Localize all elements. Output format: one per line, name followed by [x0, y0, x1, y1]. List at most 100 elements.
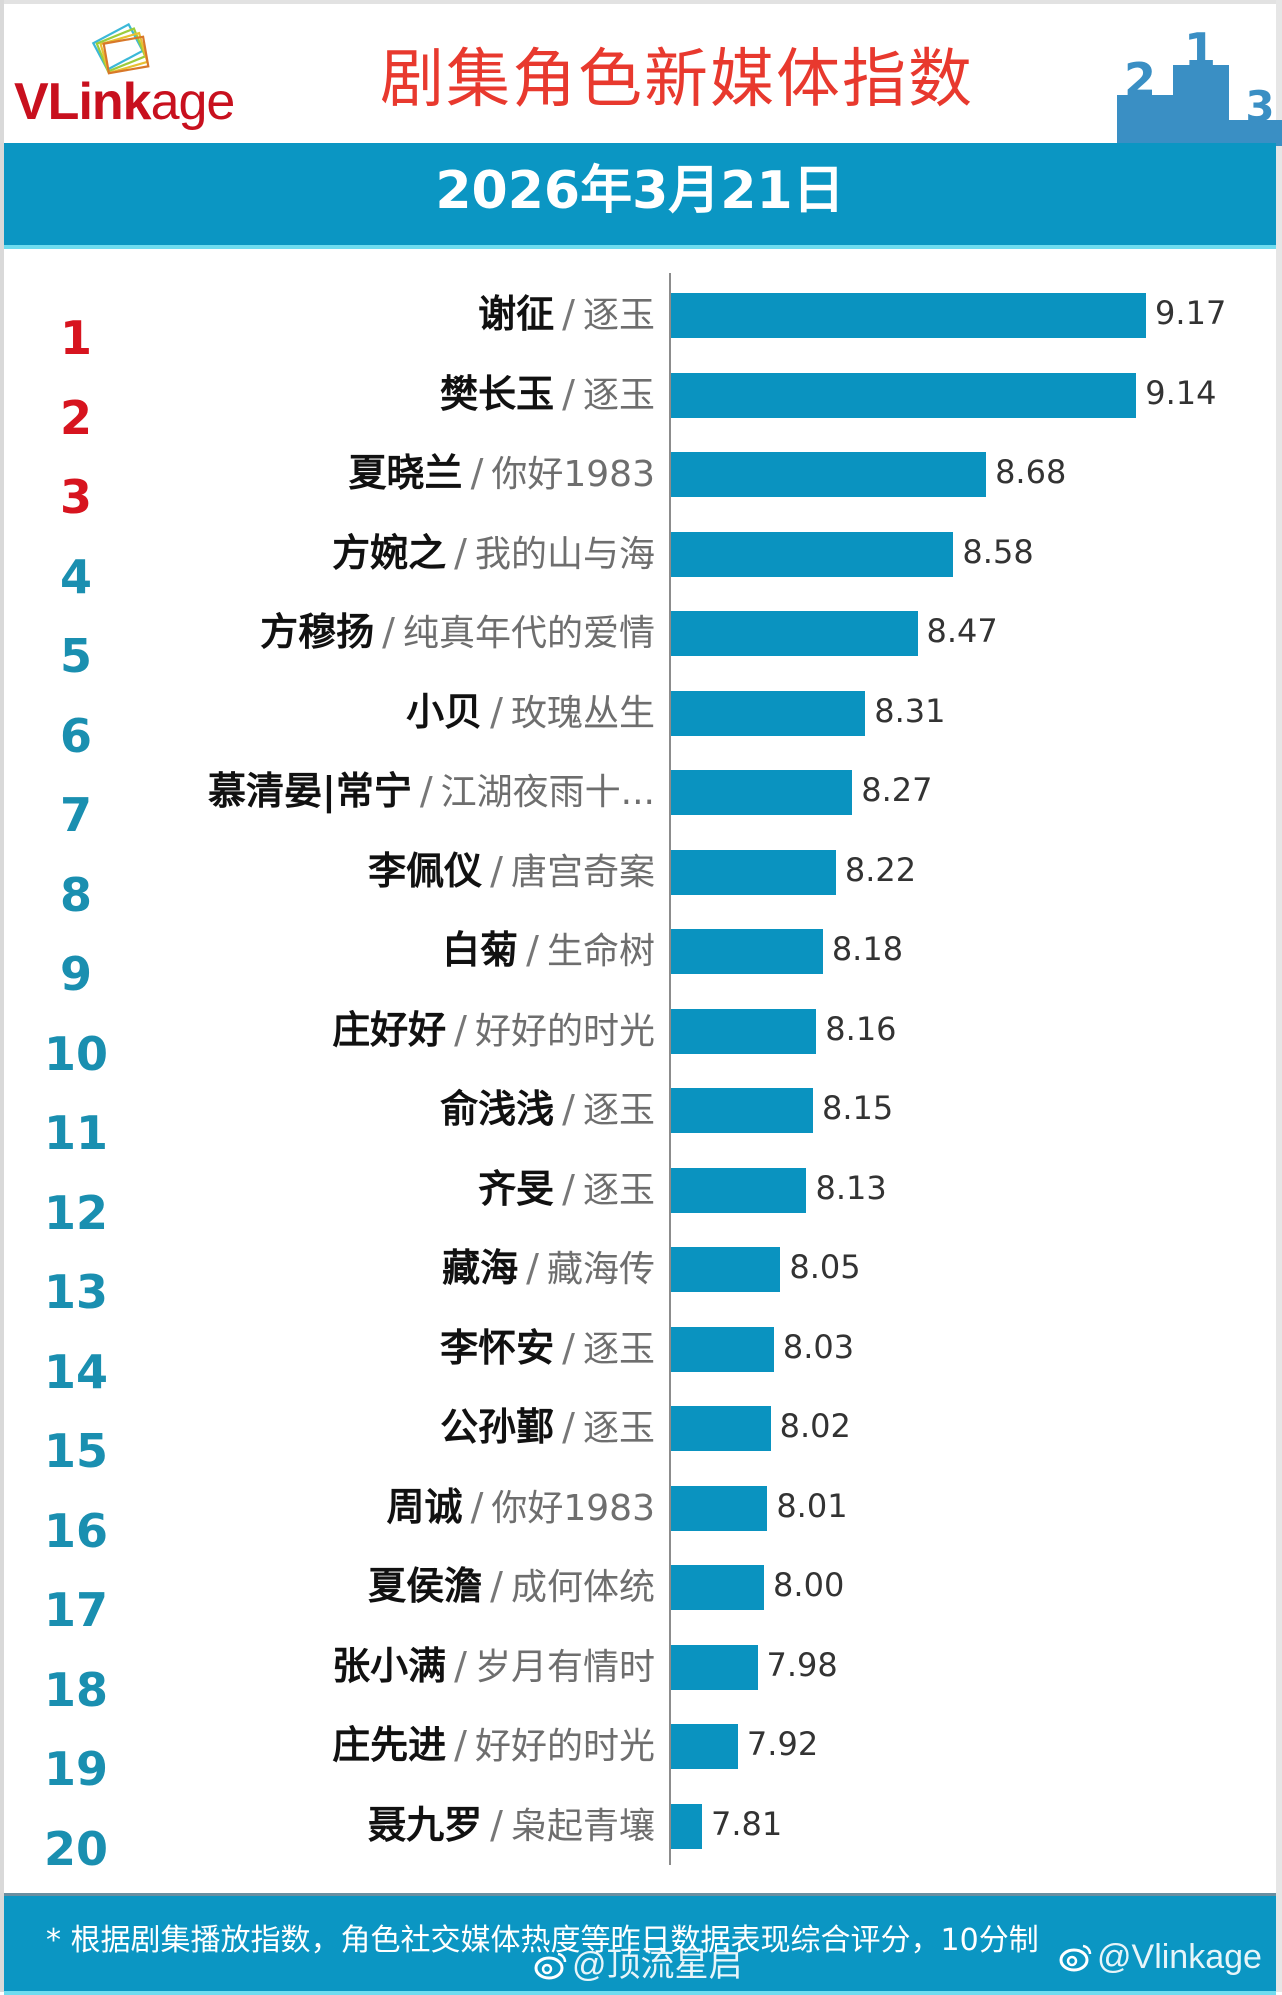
bar-value: 8.47: [926, 612, 998, 650]
watermark-2: @Vlinkage: [1059, 1940, 1262, 1974]
label-separator: /: [470, 1484, 484, 1529]
rank-number: 16: [43, 1503, 108, 1558]
rank-number: 13: [43, 1265, 108, 1319]
label-separator: /: [454, 1007, 467, 1052]
chart-row: 1 谢征 / 逐玉 9.17: [0, 293, 1282, 373]
bar-value: 7.92: [746, 1725, 819, 1763]
row-label: 庄好好 / 好好的时光: [332, 1011, 655, 1050]
label-separator: /: [562, 292, 575, 336]
chart-row: 7 慕清晏|常宁 / 江湖夜雨十... 8.27: [0, 770, 1282, 850]
bar-value: 9.17: [1155, 294, 1227, 332]
show-title: 你好1983: [491, 454, 655, 495]
logo-frames-icon: [91, 22, 150, 75]
rank-number: 10: [43, 1026, 108, 1081]
date-band: 2026年3月21日: [4, 143, 1276, 249]
show-title: 你好1983: [491, 1487, 655, 1529]
bar-value: 8.58: [962, 532, 1034, 571]
watermark-1: @顶流星启: [534, 1948, 743, 1982]
bar: [671, 1167, 807, 1213]
show-title: 逐玉: [582, 1169, 655, 1211]
character-name: 方穆扬: [260, 610, 375, 654]
bar: [671, 1565, 765, 1610]
label-separator: /: [454, 530, 467, 575]
rank-number: 3: [59, 470, 92, 524]
frame-top-border: [0, 0, 1282, 4]
rank-number: 12: [43, 1185, 108, 1240]
show-title: 逐玉: [582, 295, 655, 336]
character-name: 夏晓兰: [348, 451, 463, 495]
bar: [671, 452, 987, 497]
bar-value: 9.14: [1145, 373, 1217, 412]
chart-row: 18 张小满 / 岁月有情时 7.98: [0, 1643, 1282, 1725]
row-label: 小贝 / 玫瑰丛生: [406, 693, 655, 732]
chart-row: 4 方婉之 / 我的山与海 8.58: [0, 530, 1282, 612]
bar-value: 8.31: [874, 691, 946, 730]
bar: [671, 1247, 781, 1292]
character-name: 俞浅浅: [440, 1087, 555, 1131]
footer-band: * 根据剧集播放指数，角色社交媒体热度等昨日数据表现综合评分，10分制 @顶流星…: [4, 1893, 1276, 1995]
row-label: 公孙鄞 / 逐玉: [440, 1408, 655, 1447]
bar: [671, 1406, 771, 1451]
character-name: 白菊: [442, 928, 519, 972]
bar-value: 8.68: [995, 453, 1067, 491]
character-name: 小贝: [406, 689, 483, 734]
bar-value: 8.03: [782, 1327, 855, 1366]
svg-text:2: 2: [1124, 53, 1156, 107]
label-separator: /: [562, 1166, 575, 1211]
row-label: 白菊 / 生命树: [442, 931, 655, 970]
show-title: 生命树: [546, 931, 655, 972]
show-title: 唐宫奇案: [510, 851, 655, 893]
logo-wordmark: VLinkage: [14, 73, 235, 131]
chart-row: 17 夏侯澹 / 成何体统 8.00: [0, 1565, 1282, 1645]
rank-number: 14: [43, 1344, 108, 1399]
chart-row: 19 庄先进 / 好好的时光 7.92: [0, 1724, 1282, 1804]
label-separator: /: [526, 928, 539, 972]
chart-row: 20 聂九罗 / 枭起青壤 7.81: [0, 1802, 1282, 1884]
character-name: 李怀安: [440, 1325, 555, 1370]
label-separator: /: [526, 1246, 539, 1290]
rank-number: 4: [59, 549, 92, 604]
bar: [671, 690, 866, 736]
vlinkage-logo: VLinkage: [14, 20, 284, 130]
show-title: 逐玉: [582, 1408, 655, 1449]
bar-value: 8.01: [776, 1486, 848, 1525]
rank-number: 15: [43, 1424, 108, 1478]
chart-row: 15 公孙鄞 / 逐玉 8.02: [0, 1406, 1282, 1486]
svg-text:3: 3: [1245, 82, 1274, 131]
show-title: 藏海传: [546, 1249, 655, 1290]
rank-number: 8: [59, 867, 92, 922]
show-title: 逐玉: [582, 1328, 655, 1370]
character-name: 慕清晏|常宁: [207, 769, 412, 813]
chart-row: 16 周诚 / 你好1983 8.01: [0, 1484, 1282, 1566]
chart-row: 13 藏海 / 藏海传 8.05: [0, 1247, 1282, 1327]
rank-number: 7: [59, 788, 92, 842]
row-label: 慕清晏|常宁 / 江湖夜雨十...: [208, 772, 655, 811]
show-title: 枭起青壤: [510, 1805, 655, 1847]
row-label: 夏侯澹 / 成何体统: [368, 1567, 655, 1606]
weibo-icon: [534, 1952, 567, 1980]
chart-row: 11 俞浅浅 / 逐玉 8.15: [0, 1088, 1282, 1168]
chart-row: 10 庄好好 / 好好的时光 8.16: [0, 1008, 1282, 1089]
row-label: 藏海 / 藏海传: [442, 1249, 655, 1288]
rank-number: 6: [59, 708, 92, 763]
show-title: 江湖夜雨十...: [440, 772, 655, 813]
rank-number: 20: [43, 1821, 108, 1876]
label-separator: /: [454, 1643, 467, 1688]
character-name: 齐旻: [478, 1166, 555, 1211]
bar-value: 8.13: [815, 1168, 887, 1207]
label-separator: /: [490, 1802, 503, 1847]
chart-row: 2 樊长玉 / 逐玉 9.14: [0, 372, 1282, 453]
row-label: 方穆扬 / 纯真年代的爱情: [260, 613, 655, 652]
chart-row: 14 李怀安 / 逐玉 8.03: [0, 1325, 1282, 1407]
label-separator: /: [382, 610, 395, 654]
row-label: 樊长玉 / 逐玉: [440, 375, 655, 414]
label-separator: /: [562, 1405, 575, 1449]
bar-value: 8.05: [789, 1248, 861, 1286]
chart-row: 9 白菊 / 生命树 8.18: [0, 929, 1282, 1009]
bar-value: 8.02: [779, 1407, 851, 1445]
label-separator: /: [419, 769, 433, 813]
bar-value: 7.81: [711, 1804, 783, 1843]
row-label: 李佩仪 / 唐宫奇案: [368, 852, 655, 891]
frame-left-border: [0, 0, 4, 1992]
label-separator: /: [454, 1723, 467, 1767]
